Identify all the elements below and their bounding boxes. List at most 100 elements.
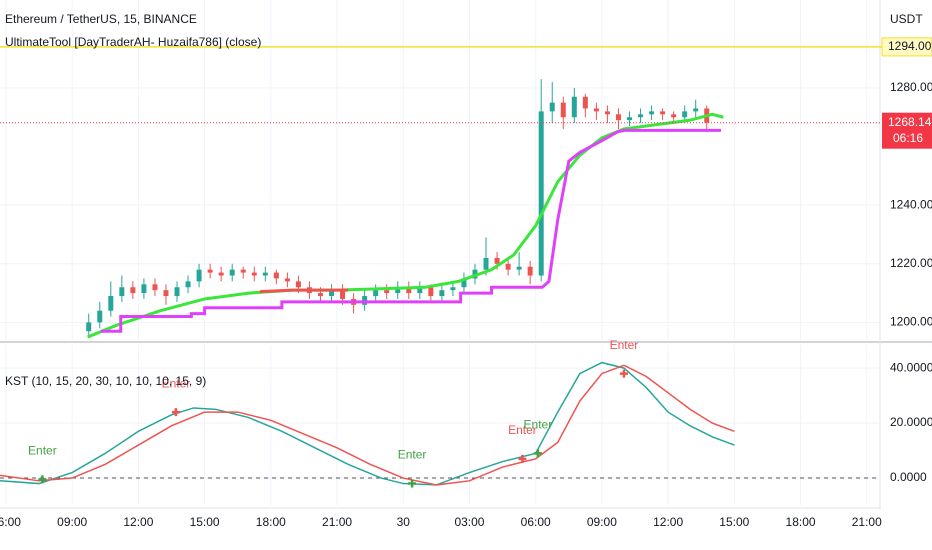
candle-body	[196, 269, 202, 282]
candle-body	[428, 287, 434, 297]
candle-body	[505, 263, 511, 270]
x-tick-label: 03:00	[454, 515, 484, 529]
candle-body	[638, 114, 644, 118]
x-tick-label: 12:00	[653, 515, 683, 529]
y-tick-label: 1280.00	[890, 80, 932, 94]
y-tick-label: 1220.00	[890, 256, 932, 270]
candle-body	[207, 269, 213, 273]
last-price-tag	[882, 112, 932, 149]
candle-body	[549, 102, 555, 112]
candle-body	[439, 290, 445, 297]
enter-label: Enter	[610, 338, 639, 352]
candle-body	[406, 287, 412, 294]
candle-body	[262, 272, 268, 276]
indicator-title: UltimateTool [DayTraderAH- Huzaifa786] (…	[5, 35, 261, 49]
candle-body	[538, 111, 544, 276]
candle-body	[174, 287, 180, 297]
plot: 1200.00 1220.00 1240.00 1280.00 1294.00 1268.…	[0, 0, 932, 529]
candle-body	[251, 272, 257, 276]
enter-label: Enter	[398, 448, 427, 462]
candle-body	[682, 111, 688, 118]
y-tick-label: 20.0000	[890, 415, 932, 429]
kst-title: KST (10, 15, 20, 30, 10, 10, 10, 15, 9)	[5, 374, 206, 388]
candle-body	[461, 278, 467, 288]
y-tick-label: 0.0000	[890, 470, 927, 484]
candle-body	[615, 114, 621, 121]
enter-label: Enter	[508, 423, 537, 437]
y-tick-label: 1200.00	[890, 315, 932, 329]
x-tick-label: 09:00	[587, 515, 617, 529]
y-tick-label: 40.0000	[890, 360, 932, 374]
enter-label: Enter	[162, 376, 191, 390]
candle-body	[273, 272, 279, 279]
last-price-label: 1268.14	[888, 115, 932, 129]
enter-marker	[171, 408, 180, 417]
candle-body	[108, 296, 114, 311]
x-tick-label: 06:00	[0, 515, 21, 529]
candle-body	[571, 96, 577, 118]
x-tick-label: 21:00	[322, 515, 352, 529]
candle-body	[284, 278, 290, 282]
currency: USDT	[890, 12, 923, 26]
enter-label: Enter	[28, 444, 57, 458]
candle-body	[373, 290, 379, 297]
candle-body	[671, 114, 677, 118]
candle-body	[593, 108, 599, 112]
countdown-label: 06:16	[893, 131, 923, 145]
price-line-label: 1294.00	[888, 39, 932, 53]
y-tick-label: 1240.00	[890, 197, 932, 211]
candle-body	[130, 287, 136, 294]
x-tick-label: 06:00	[521, 515, 551, 529]
candle-body	[329, 290, 335, 297]
x-tick-label: 21:00	[852, 515, 882, 529]
candle-body	[229, 269, 235, 276]
x-tick-label: 12:00	[123, 515, 153, 529]
candle-body	[340, 290, 346, 299]
candle-body	[693, 108, 699, 112]
candle-body	[295, 281, 301, 288]
candle-body	[395, 287, 401, 294]
candle-body	[582, 96, 588, 109]
candle-body	[185, 281, 191, 288]
candle-body	[604, 111, 610, 115]
x-tick-label: 18:00	[786, 515, 816, 529]
candle-body	[97, 310, 103, 323]
candle-body	[494, 257, 500, 264]
candle-body	[483, 257, 489, 270]
candle-body	[317, 293, 323, 297]
enter-marker	[408, 479, 417, 488]
candle-body	[450, 287, 456, 291]
price-line-tag	[881, 37, 932, 57]
candle-body	[660, 111, 666, 115]
x-tick-label: 18:00	[256, 515, 286, 529]
candle-body	[527, 266, 533, 276]
candle-body	[626, 117, 632, 121]
enter-marker	[518, 454, 527, 463]
x-tick-label: 15:00	[719, 515, 749, 529]
line	[0, 364, 735, 486]
x-tick-label: 15:00	[190, 515, 220, 529]
enter-label: Enter	[524, 417, 553, 431]
candle-body	[240, 269, 246, 273]
line	[0, 361, 735, 486]
x-tick-label: 09:00	[57, 515, 87, 529]
candle-body	[141, 284, 147, 294]
candle-body	[417, 287, 423, 294]
candle-body	[86, 322, 92, 332]
line	[100, 128, 722, 333]
enter-marker	[533, 449, 542, 458]
candle-body	[560, 102, 566, 118]
candle-body	[649, 111, 655, 115]
enter-marker	[38, 475, 47, 484]
candle-body	[163, 290, 169, 297]
line	[87, 112, 724, 339]
candle-body	[384, 290, 390, 294]
line	[259, 288, 349, 294]
candle-body	[119, 287, 125, 297]
enter-marker	[619, 369, 628, 378]
x-tick-label: 30	[397, 515, 411, 529]
chart-title: Ethereum / TetherUS, 15, BINANCE	[5, 12, 197, 26]
candle-body	[218, 272, 224, 276]
